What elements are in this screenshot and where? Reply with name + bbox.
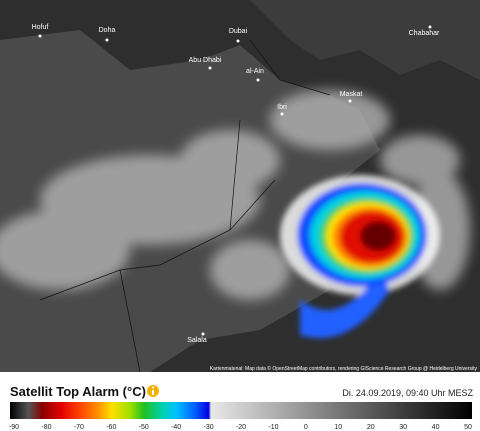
info-icon[interactable] [147, 385, 159, 397]
cyclone [280, 175, 440, 338]
tick-label: 10 [334, 424, 342, 431]
tick-label: 20 [367, 424, 375, 431]
legend: Satellit Top Alarm (°C) Di. 24.09.2019, … [9, 384, 474, 431]
city-label: al-Ain [246, 68, 264, 75]
timestamp: Di. 24.09.2019, 09:40 Uhr MESZ [342, 388, 473, 398]
tick-label: -30 [204, 424, 214, 431]
tick-label: 50 [464, 424, 472, 431]
tick-label: -10 [268, 424, 278, 431]
tick-label: 30 [399, 424, 407, 431]
tick-label: 0 [304, 424, 308, 431]
city-label: Hofuf [32, 24, 49, 31]
city-label: Maskat [340, 91, 363, 98]
tick-label: -90 [9, 424, 19, 431]
legend-title: Satellit Top Alarm (°C) [10, 384, 146, 399]
city-label: Salala [187, 337, 207, 344]
tick-label: -40 [171, 424, 181, 431]
satellite-map: Hofuf Doha Dubai Abu Dhabi al-Ain Ibri M… [0, 0, 480, 372]
tick-label: -50 [139, 424, 149, 431]
city-label: Ibri [277, 104, 287, 111]
tick-label: -80 [41, 424, 51, 431]
tick-label: -20 [236, 424, 246, 431]
tick-label: -60 [106, 424, 116, 431]
city-label: Dubai [229, 28, 248, 35]
tick-label: 40 [432, 424, 440, 431]
attribution: Kartenmaterial: Map data © OpenStreetMap… [210, 365, 478, 372]
color-bar [10, 402, 472, 419]
tick-label: -70 [74, 424, 84, 431]
city-label: Abu Dhabi [189, 57, 222, 64]
cities: Hofuf Doha Dubai Abu Dhabi al-Ain Ibri M… [32, 24, 440, 344]
city-label: Doha [99, 27, 116, 34]
city-label: Chabahar [409, 30, 440, 37]
